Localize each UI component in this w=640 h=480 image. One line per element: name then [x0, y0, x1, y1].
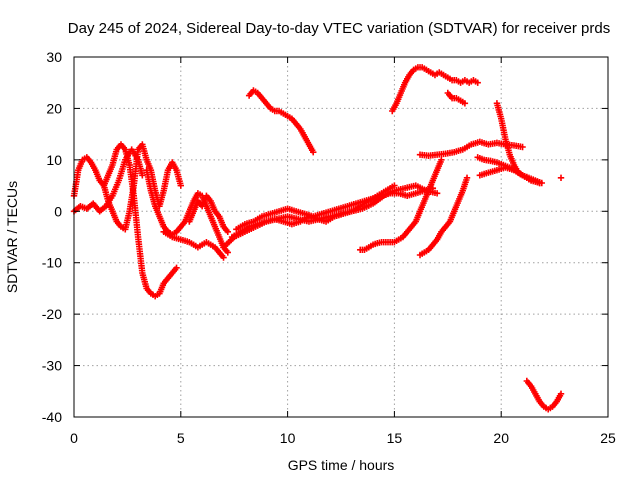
x-tick-label: 0: [70, 430, 78, 446]
series-track-d: [100, 141, 184, 233]
data-point: [557, 174, 565, 182]
data-point: [391, 182, 398, 189]
data-point: [438, 156, 445, 164]
y-axis-label: SDTVAR / TECUs: [4, 181, 20, 293]
series-track-t: [557, 174, 565, 182]
series-track-o: [444, 89, 469, 107]
series-track-l: [357, 156, 445, 254]
grid-lines: [74, 57, 608, 417]
series-track-n: [389, 64, 481, 115]
y-tick-label: -10: [42, 255, 62, 271]
data-point: [461, 100, 469, 107]
y-tick-label: 10: [46, 152, 62, 168]
data-point: [224, 228, 231, 236]
series-track-f: [160, 228, 227, 261]
x-tick-label: 20: [493, 430, 509, 446]
data-point: [177, 182, 184, 189]
series-track-p: [416, 138, 526, 159]
data-point: [463, 174, 471, 182]
plot-frame: [73, 56, 609, 418]
series-track-g: [186, 192, 231, 236]
data-point: [224, 249, 231, 256]
data-point: [536, 179, 543, 187]
x-tick-label: 25: [600, 430, 616, 446]
series-track-s: [476, 164, 543, 187]
data-point: [173, 264, 180, 272]
data-point: [474, 79, 481, 86]
y-tick-label: -20: [42, 306, 62, 322]
x-tick-label: 5: [177, 430, 185, 446]
chart-title: Day 245 of 2024, Sidereal Day-to-day VTE…: [68, 20, 610, 37]
x-axis-label: GPS time / hours: [288, 457, 395, 473]
series-track-m: [416, 174, 471, 259]
series-track-k: [245, 87, 317, 156]
y-tick-label: -30: [42, 358, 62, 374]
y-tick-label: 30: [46, 49, 62, 65]
data-point: [433, 190, 441, 197]
x-tick-label: 10: [280, 430, 296, 446]
x-tick-label: 15: [387, 430, 403, 446]
data-point: [519, 143, 526, 151]
y-tick-label: 20: [46, 100, 62, 116]
series-track-u: [523, 377, 565, 413]
data-point: [557, 390, 565, 398]
axis-ticks: 0 5 10 15 20 25 -40 -30 -20 -10 0 10 20 30: [42, 49, 616, 446]
data-point: [220, 254, 227, 261]
y-tick-label: 0: [54, 203, 62, 219]
y-tick-label: -40: [42, 409, 62, 425]
series-track-a: [70, 141, 133, 200]
series-track-j: [233, 184, 437, 233]
data-point: [310, 148, 317, 156]
data-markers: [70, 64, 565, 413]
